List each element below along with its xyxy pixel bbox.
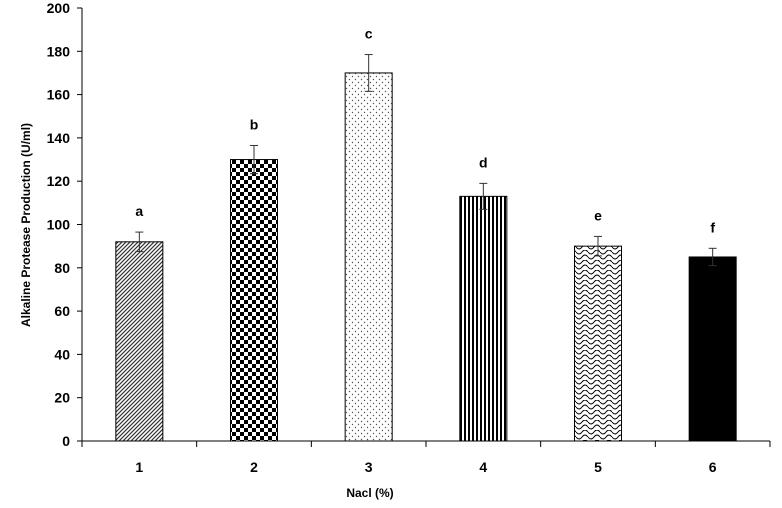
y-tick-label: 40 [54, 346, 70, 362]
bar-4 [459, 195, 508, 442]
bar-3 [344, 72, 393, 442]
x-tick-label: 6 [709, 459, 717, 475]
significance-label-e: e [594, 207, 602, 223]
significance-labels: a b c d e f [135, 26, 715, 236]
significance-label-a: a [135, 203, 143, 219]
y-tick-label: 120 [47, 173, 71, 189]
bar-6 [688, 256, 737, 442]
x-tick-label: 5 [594, 459, 602, 475]
significance-label-d: d [479, 154, 488, 170]
x-tick-label: 2 [250, 459, 258, 475]
x-axis: 1 2 3 4 5 6 [81, 440, 771, 475]
significance-label-b: b [250, 116, 259, 132]
x-axis-title: Nacl (%) [346, 486, 393, 500]
error-bars [135, 54, 717, 267]
y-tick-label: 100 [47, 217, 71, 233]
y-tick-label: 200 [47, 0, 71, 16]
bars [115, 72, 737, 442]
significance-label-f: f [710, 219, 715, 235]
y-tick-label: 180 [47, 43, 71, 59]
y-tick-label: 60 [54, 303, 70, 319]
bar-5 [573, 245, 623, 442]
y-tick-label: 20 [54, 390, 70, 406]
y-tick-label: 160 [47, 87, 71, 103]
y-tick-label: 0 [62, 433, 70, 449]
x-tick-label: 3 [365, 459, 373, 475]
y-tick-label: 80 [54, 260, 70, 276]
y-tick-label: 140 [47, 130, 71, 146]
bar-1 [115, 241, 164, 442]
x-tick-label: 4 [479, 459, 487, 475]
bar-2 [229, 159, 279, 442]
x-tick-label: 1 [135, 459, 143, 475]
significance-label-c: c [365, 26, 373, 42]
y-axis-title: Alkaline Protease Production (U/ml) [19, 123, 33, 327]
y-axis: 0 20 40 60 80 100 120 140 160 180 200 [47, 0, 83, 449]
